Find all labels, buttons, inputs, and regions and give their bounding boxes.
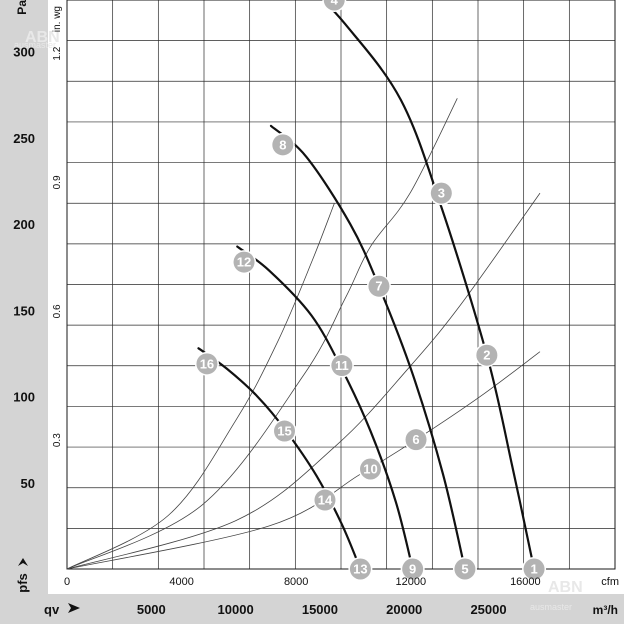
operating-point-label: 1 <box>530 562 537 577</box>
x-tick-label-cfm: 12000 <box>395 576 426 588</box>
operating-point-marker: 2 <box>474 343 499 368</box>
x-tick-label-m3h: 20000 <box>386 602 422 617</box>
y-tick-label-pa: 50 <box>21 476 35 491</box>
operating-point-marker: 3 <box>429 181 454 206</box>
y-axis-unit-pa: Pa <box>15 0 29 15</box>
operating-point-circle <box>196 353 218 375</box>
operating-point-label: 16 <box>200 356 214 371</box>
x-tick-label-m3h: 5000 <box>137 602 166 617</box>
operating-point-circle <box>274 420 296 442</box>
operating-point-label: 11 <box>335 358 349 373</box>
operating-point-circle <box>368 275 390 297</box>
bottom-axis-band <box>0 594 624 624</box>
operating-point-marker: 11 <box>329 353 354 378</box>
operating-point-marker: 7 <box>366 274 391 299</box>
system-curve-line <box>66 192 541 570</box>
operating-point-marker: 9 <box>400 557 425 581</box>
operating-point-label: 2 <box>483 348 490 363</box>
operating-point-marker: 5 <box>452 557 477 581</box>
operating-point-circle <box>476 344 498 366</box>
watermark-logo-top: ABN <box>25 29 60 46</box>
operating-point-circle <box>523 558 545 580</box>
operating-point-label: 6 <box>412 432 419 447</box>
operating-point-label: 4 <box>331 0 339 8</box>
x-tick-label-cfm: 0 <box>64 576 70 588</box>
operating-point-marker: 4 <box>322 0 347 12</box>
system-curve-line <box>66 98 458 570</box>
operating-point-label: 12 <box>237 255 251 270</box>
operating-point-marker: 16 <box>194 351 219 376</box>
operating-point-circle <box>405 429 427 451</box>
x-tick-label-cfm: 4000 <box>169 576 193 588</box>
y-tick-label-pa: 150 <box>13 303 35 318</box>
operating-point-marker: 14 <box>312 488 337 513</box>
operating-point-label: 5 <box>461 562 468 577</box>
y-tick-label-inwg: 0.3 <box>52 433 63 447</box>
operating-point-marker: 13 <box>348 557 373 581</box>
operating-point-circle <box>314 489 336 511</box>
y-tick-label-pa: 100 <box>13 390 35 405</box>
y-tick-label-pa: 200 <box>13 217 35 232</box>
x-axis-arrow-icon <box>68 603 80 613</box>
operating-point-label: 14 <box>318 493 333 508</box>
operating-point-circle <box>272 134 294 156</box>
y-tick-label-inwg: 1.2 <box>52 46 63 60</box>
x-tick-label-m3h: 10000 <box>218 602 254 617</box>
operating-point-marker: 1 <box>522 557 547 581</box>
operating-point-label: 7 <box>375 279 382 294</box>
operating-point-label: 3 <box>438 186 445 201</box>
system-curve-line <box>66 203 335 570</box>
operating-point-label: 9 <box>409 562 416 577</box>
fan-curve-line <box>321 0 536 571</box>
x-tick-label-m3h: 25000 <box>470 602 506 617</box>
x-tick-label-cfm: 16000 <box>510 576 541 588</box>
plot-background <box>48 0 624 594</box>
operating-point-circle <box>331 355 353 377</box>
operating-point-label: 13 <box>353 562 367 577</box>
operating-point-circle <box>360 458 382 480</box>
y-axis-symbol: pfs <box>15 573 30 593</box>
y-tick-label-pa: 250 <box>13 131 35 146</box>
system-curves <box>66 98 541 570</box>
operating-point-marker: 12 <box>232 250 257 275</box>
operating-point-marker: 10 <box>358 456 383 481</box>
watermark-text-top: ausmaster <box>14 40 56 50</box>
operating-point-circle <box>349 558 371 580</box>
x-tick-label-m3h: 15000 <box>302 602 338 617</box>
operating-point-marker: 15 <box>272 419 297 444</box>
operating-point-label: 8 <box>279 137 286 152</box>
fan-curve-line <box>269 124 466 571</box>
operating-point-marker: 6 <box>404 427 429 452</box>
operating-point-marker: 8 <box>270 132 295 157</box>
operating-point-circle <box>430 182 452 204</box>
left-axis-band <box>0 0 48 624</box>
y-tick-label-inwg: 0.9 <box>52 175 63 189</box>
x-axis-symbol: qv <box>44 602 60 617</box>
x-axis-unit-m3h: m³/h <box>593 603 618 617</box>
operating-point-circle <box>454 558 476 580</box>
operating-point-label: 10 <box>363 461 377 476</box>
x-tick-label-cfm: 8000 <box>284 576 308 588</box>
y-axis-arrow-icon <box>18 558 28 566</box>
watermark-logo-bottom: ABN <box>548 579 583 596</box>
y-axis-unit-inwg: in. wg <box>52 6 63 32</box>
operating-point-circle <box>402 558 424 580</box>
x-axis-unit-cfm: cfm <box>601 576 619 588</box>
y-tick-label-pa: 300 <box>13 45 35 60</box>
operating-point-circle <box>233 251 255 273</box>
y-tick-label-inwg: 0.6 <box>52 304 63 318</box>
operating-point-circle <box>323 0 345 11</box>
watermark-text-bottom: ausmaster <box>530 602 572 612</box>
operating-point-label: 15 <box>277 424 291 439</box>
plot-frame <box>66 0 616 570</box>
